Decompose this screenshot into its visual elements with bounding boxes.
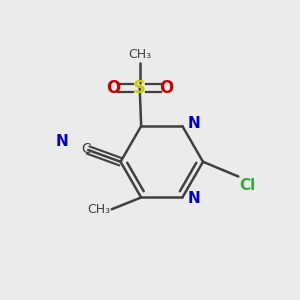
Text: O: O	[106, 79, 120, 97]
Text: C: C	[81, 142, 91, 155]
Text: N: N	[56, 134, 68, 149]
Text: N: N	[188, 191, 200, 206]
Text: S: S	[133, 79, 146, 97]
Text: Cl: Cl	[239, 178, 256, 193]
Text: N: N	[188, 116, 200, 131]
Text: CH₃: CH₃	[128, 48, 151, 61]
Text: CH₃: CH₃	[87, 203, 110, 216]
Text: O: O	[159, 79, 173, 97]
